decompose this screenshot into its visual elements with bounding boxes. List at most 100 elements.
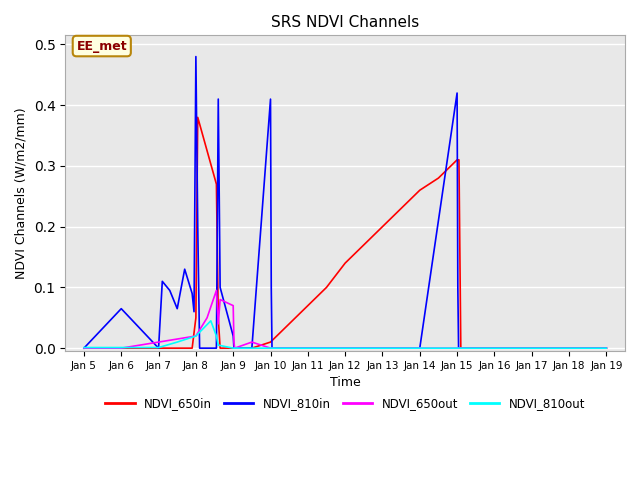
NDVI_810out (192, 333, 200, 339)
NDVI_810in (472, 345, 479, 351)
NDVI_650in (192, 315, 200, 321)
NDVI_650in (231, 345, 239, 351)
NDVI_810out (379, 345, 387, 351)
NDVI_810out (117, 345, 125, 350)
NDVI_650out (453, 345, 461, 351)
NDVI_650out (416, 345, 424, 351)
NDVI_810in (192, 54, 200, 60)
NDVI_810out (453, 345, 461, 351)
NDVI_810out (207, 318, 214, 324)
Line: NDVI_650out: NDVI_650out (84, 290, 606, 348)
NDVI_810in (229, 333, 237, 339)
NDVI_810in (196, 345, 204, 351)
NDVI_650out (173, 336, 181, 342)
NDVI_650in (455, 157, 463, 163)
NDVI_810out (304, 345, 312, 351)
NDVI_650in (212, 181, 220, 187)
NDVI_650in (341, 260, 349, 266)
NDVI_810in (173, 306, 181, 312)
NDVI_810out (416, 345, 424, 351)
NDVI_650in (188, 345, 196, 351)
Line: NDVI_810in: NDVI_810in (84, 57, 606, 348)
NDVI_650in (490, 345, 498, 351)
NDVI_650in (457, 345, 465, 351)
NDVI_810in (155, 345, 163, 351)
NDVI_810out (341, 345, 349, 351)
NDVI_810in (117, 306, 125, 312)
NDVI_650out (490, 345, 498, 351)
NDVI_650out (214, 321, 222, 327)
NDVI_810in (190, 309, 198, 314)
X-axis label: Time: Time (330, 376, 360, 389)
NDVI_810out (565, 345, 573, 351)
NDVI_810in (268, 345, 276, 351)
NDVI_810out (173, 339, 181, 345)
NDVI_810in (490, 345, 498, 351)
NDVI_810out (212, 333, 220, 339)
NDVI_650in (216, 345, 224, 351)
NDVI_650out (229, 303, 237, 309)
NDVI_650out (216, 297, 224, 302)
Legend: NDVI_650in, NDVI_810in, NDVI_650out, NDVI_810out: NDVI_650in, NDVI_810in, NDVI_650out, NDV… (100, 392, 590, 415)
NDVI_650in (379, 224, 387, 229)
NDVI_810in (416, 345, 424, 351)
NDVI_810out (602, 345, 610, 351)
NDVI_650in (435, 175, 442, 181)
NDVI_650out (379, 345, 387, 351)
NDVI_650in (80, 345, 88, 351)
NDVI_810in (166, 288, 173, 293)
Line: NDVI_650in: NDVI_650in (84, 117, 606, 348)
NDVI_650in (229, 345, 237, 351)
NDVI_810in (268, 285, 275, 290)
NDVI_650in (155, 345, 163, 351)
NDVI_810in (379, 345, 387, 351)
NDVI_810in (602, 345, 610, 351)
NDVI_650in (602, 345, 610, 351)
NDVI_650in (360, 242, 367, 248)
Y-axis label: NDVI Channels (W/m2/mm): NDVI Channels (W/m2/mm) (15, 108, 28, 279)
NDVI_650in (323, 285, 330, 290)
NDVI_810in (248, 345, 256, 351)
NDVI_810in (181, 266, 189, 272)
NDVI_810in (188, 290, 196, 296)
NDVI_810in (304, 345, 312, 351)
NDVI_650in (214, 315, 222, 321)
NDVI_810in (565, 345, 573, 351)
NDVI_650in (304, 303, 312, 309)
NDVI_650in (267, 339, 275, 345)
NDVI_810out (490, 345, 498, 351)
NDVI_810in (285, 345, 293, 351)
NDVI_810in (212, 345, 220, 351)
NDVI_650out (565, 345, 573, 351)
NDVI_810in (454, 285, 461, 290)
NDVI_810in (159, 278, 166, 284)
Title: SRS NDVI Channels: SRS NDVI Channels (271, 15, 419, 30)
NDVI_810in (231, 345, 239, 351)
NDVI_650out (212, 288, 220, 293)
NDVI_810out (267, 345, 275, 351)
NDVI_810in (267, 96, 275, 102)
NDVI_650out (117, 345, 125, 351)
NDVI_810in (528, 345, 536, 351)
NDVI_650out (80, 345, 88, 351)
NDVI_650in (248, 345, 256, 351)
NDVI_650in (285, 321, 293, 327)
NDVI_810out (229, 345, 237, 351)
NDVI_650out (285, 345, 293, 351)
NDVI_650out (230, 339, 238, 345)
Line: NDVI_810out: NDVI_810out (84, 321, 606, 348)
NDVI_650out (341, 345, 349, 351)
NDVI_650in (397, 205, 405, 211)
NDVI_650out (248, 339, 256, 345)
NDVI_810out (155, 345, 163, 350)
NDVI_810in (216, 285, 224, 290)
Text: EE_met: EE_met (76, 39, 127, 52)
NDVI_650in (453, 157, 461, 163)
NDVI_810out (80, 345, 88, 350)
NDVI_650out (602, 345, 610, 351)
NDVI_810in (214, 96, 222, 102)
NDVI_650out (304, 345, 312, 351)
NDVI_810out (214, 342, 222, 348)
NDVI_810in (453, 90, 461, 96)
NDVI_810out (233, 345, 241, 351)
